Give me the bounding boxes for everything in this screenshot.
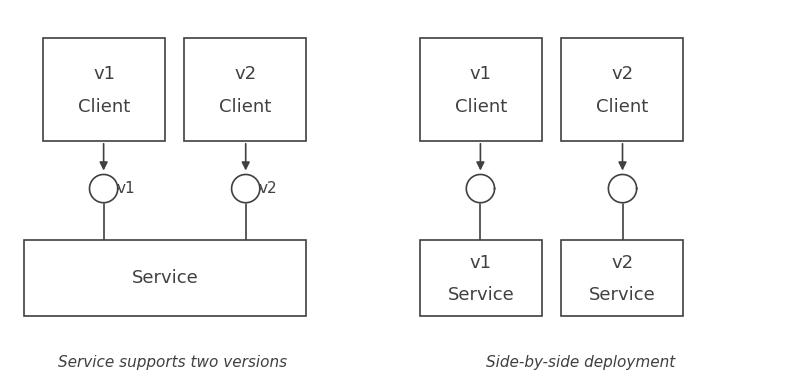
FancyBboxPatch shape bbox=[561, 240, 683, 316]
FancyBboxPatch shape bbox=[43, 38, 165, 141]
Polygon shape bbox=[608, 174, 637, 203]
Text: Client: Client bbox=[78, 98, 130, 116]
Polygon shape bbox=[232, 174, 260, 203]
Text: Client: Client bbox=[219, 98, 272, 116]
Text: v1: v1 bbox=[469, 254, 492, 272]
Text: Client: Client bbox=[455, 98, 507, 116]
FancyBboxPatch shape bbox=[420, 38, 542, 141]
Text: v1: v1 bbox=[116, 181, 135, 196]
Text: v2: v2 bbox=[234, 65, 257, 83]
Text: Side-by-side deployment: Side-by-side deployment bbox=[486, 355, 676, 370]
Text: Service supports two versions: Service supports two versions bbox=[58, 355, 287, 370]
Text: v1: v1 bbox=[469, 65, 492, 83]
FancyBboxPatch shape bbox=[420, 240, 542, 316]
Text: Client: Client bbox=[596, 98, 648, 116]
FancyBboxPatch shape bbox=[24, 240, 306, 316]
Text: v2: v2 bbox=[258, 181, 277, 196]
Text: v2: v2 bbox=[611, 254, 633, 272]
FancyBboxPatch shape bbox=[184, 38, 306, 141]
Text: v1: v1 bbox=[93, 65, 115, 83]
Text: Service: Service bbox=[447, 286, 514, 304]
Text: Service: Service bbox=[131, 269, 199, 287]
FancyBboxPatch shape bbox=[561, 38, 683, 141]
Polygon shape bbox=[89, 174, 118, 203]
Text: Service: Service bbox=[589, 286, 655, 304]
Text: v2: v2 bbox=[611, 65, 633, 83]
Polygon shape bbox=[466, 174, 495, 203]
